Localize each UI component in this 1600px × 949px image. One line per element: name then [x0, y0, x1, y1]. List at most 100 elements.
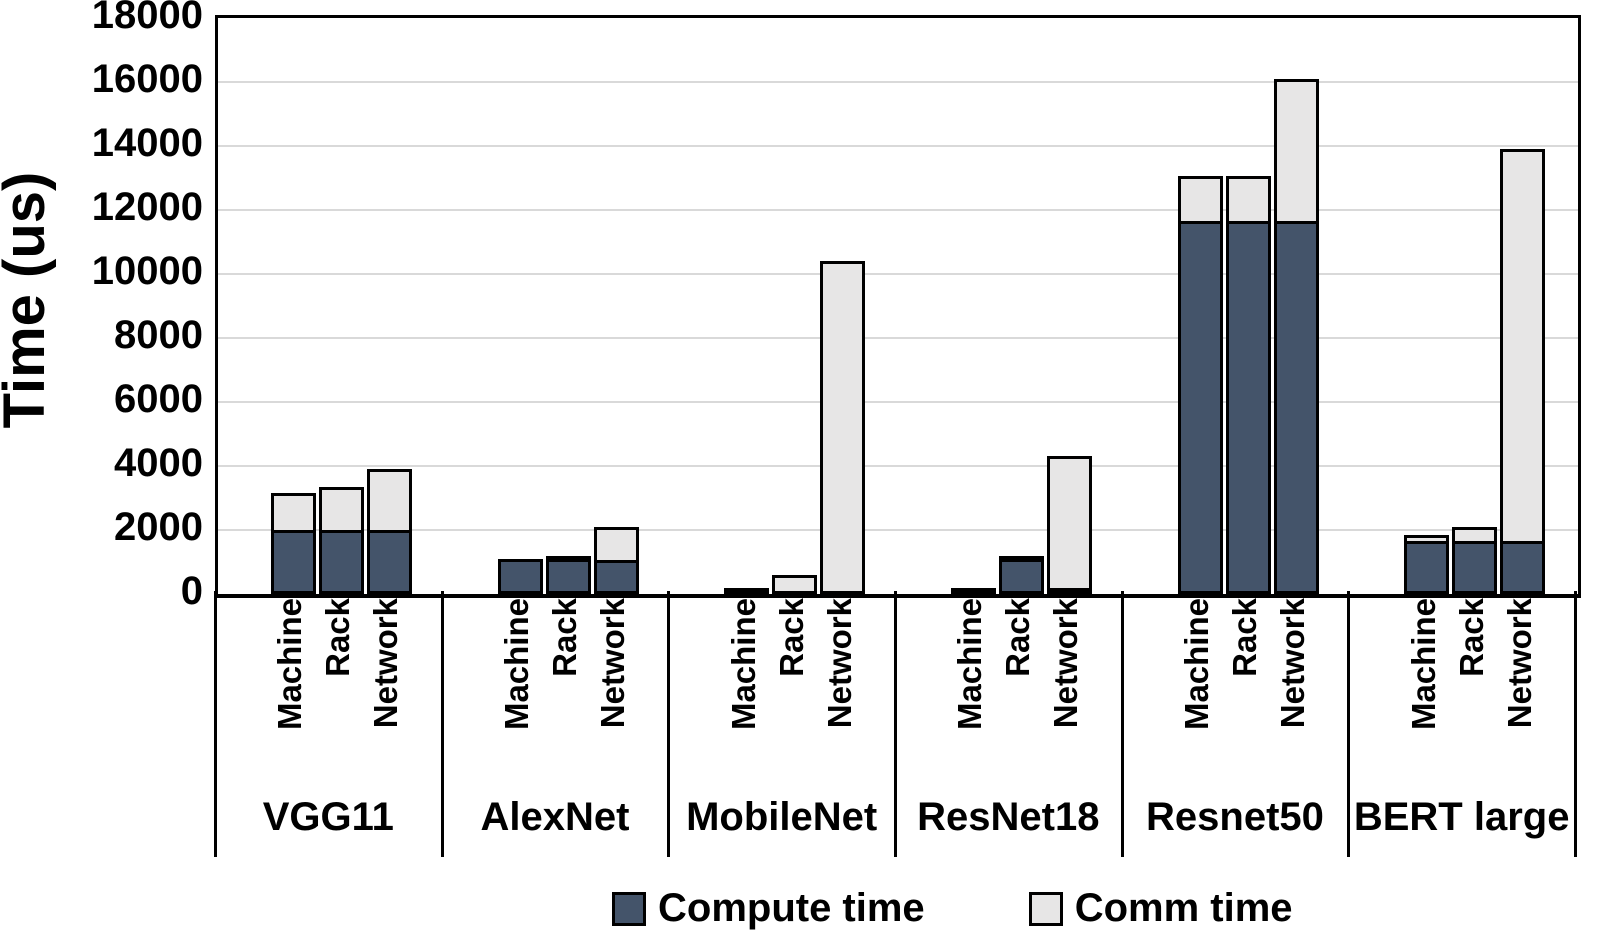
- y-tick-label: 8000: [114, 313, 203, 357]
- bar-segment-compute-time: [366, 530, 412, 594]
- y-tick-label: 14000: [91, 121, 203, 165]
- bar-segment-compute-time: [1177, 221, 1223, 594]
- y-tick-label: 10000: [91, 249, 203, 293]
- gridline: [218, 401, 1578, 403]
- group-label-resnet50: Resnet50: [1146, 795, 1324, 839]
- y-tick-label: 0: [180, 569, 203, 613]
- bar-segment-comm-time: [998, 555, 1044, 559]
- bar-segment-comm-time: [1046, 456, 1092, 588]
- bar-Resnet50-Rack: [1225, 176, 1271, 594]
- bar-segment-compute-time: [497, 558, 543, 594]
- y-tick-label: 18000: [91, 0, 203, 37]
- group-separator: [440, 591, 444, 857]
- bar-MobileNet-Rack: [772, 574, 818, 594]
- bar-segment-comm-time: [593, 526, 639, 561]
- group-label-alexnet: AlexNet: [480, 795, 630, 839]
- bar-segment-compute-time: [1273, 221, 1319, 594]
- x-sublabel-network: Network: [820, 598, 858, 729]
- group-label-bert-large: BERT large: [1353, 795, 1570, 839]
- bar-ResNet18-Network: [1046, 456, 1092, 594]
- bar-segment-compute-time: [545, 558, 591, 594]
- bar-BERT large-Network: [1500, 149, 1546, 594]
- x-sublabel-machine: Machine: [1178, 598, 1215, 731]
- y-tick-label: 4000: [114, 441, 203, 485]
- gridline: [218, 81, 1578, 83]
- legend: Compute time Comm time: [612, 886, 1293, 931]
- bar-segment-comm-time: [1404, 534, 1450, 542]
- group-label-mobilenet: MobileNet: [686, 795, 878, 839]
- bar-segment-compute-time: [724, 588, 770, 594]
- x-sublabel-rack: Rack: [772, 598, 810, 677]
- x-sublabel-machine: Machine: [724, 598, 762, 731]
- bar-segment-comm-time: [318, 486, 364, 530]
- bar-segment-compute-time: [950, 587, 996, 594]
- bar-ResNet18-Rack: [998, 555, 1044, 594]
- x-sublabel-network: Network: [1500, 598, 1538, 729]
- x-sublabel-machine: Machine: [498, 598, 535, 731]
- group-separator: [1120, 591, 1124, 857]
- legend-item-comm-time: Comm time: [1028, 886, 1293, 931]
- group-separator: [214, 591, 217, 857]
- legend-swatch-comm-time: [1028, 891, 1063, 926]
- bar-segment-compute-time: [998, 558, 1044, 594]
- gridline: [218, 337, 1578, 339]
- gridline: [218, 209, 1578, 211]
- group-separator: [1347, 591, 1351, 857]
- bar-segment-comm-time: [1452, 526, 1498, 542]
- x-sublabel-machine: Machine: [271, 598, 309, 731]
- bar-VGG11-Machine: [270, 493, 316, 594]
- bar-Resnet50-Network: [1273, 78, 1319, 594]
- bar-segment-compute-time: [1225, 221, 1271, 594]
- y-tick-label: 16000: [91, 57, 203, 101]
- bar-segment-comm-time: [545, 555, 591, 559]
- bar-segment-comm-time: [366, 469, 412, 530]
- legend-item-compute-time: Compute time: [612, 886, 925, 931]
- x-sublabel-network: Network: [594, 598, 631, 729]
- bar-MobileNet-Network: [820, 261, 866, 594]
- y-tick-label: 6000: [114, 377, 203, 421]
- bar-Resnet50-Machine: [1177, 176, 1223, 594]
- bar-BERT large-Rack: [1452, 526, 1498, 594]
- bar-VGG11-Rack: [318, 486, 364, 594]
- legend-label: Comm time: [1074, 886, 1293, 930]
- x-sublabel-machine: Machine: [951, 598, 989, 731]
- x-sublabel-rack: Rack: [319, 598, 357, 677]
- bar-segment-compute-time: [1500, 541, 1546, 594]
- group-separator: [894, 591, 897, 857]
- bar-segment-compute-time: [1404, 541, 1450, 594]
- x-sublabel-machine: Machine: [1404, 598, 1442, 731]
- bar-segment-compute-time: [318, 530, 364, 594]
- bar-segment-compute-time: [593, 560, 639, 594]
- x-sublabel-rack: Rack: [546, 598, 583, 677]
- bar-segment-comm-time: [820, 261, 866, 591]
- bar-segment-comm-time: [270, 493, 316, 530]
- gridline: [218, 465, 1578, 467]
- legend-label: Compute time: [658, 886, 925, 930]
- gridline: [218, 273, 1578, 275]
- group-separator: [1574, 591, 1577, 857]
- bar-segment-compute-time: [1452, 541, 1498, 594]
- bar-segment-comm-time: [772, 574, 818, 591]
- x-sublabel-network: Network: [367, 598, 405, 729]
- y-tick-label: 12000: [91, 185, 203, 229]
- group-label-resnet18: ResNet18: [917, 795, 1100, 839]
- group-label-vgg11: VGG11: [262, 795, 394, 839]
- bar-segment-comm-time: [1225, 176, 1271, 222]
- bar-AlexNet-Network: [593, 526, 639, 594]
- bar-AlexNet-Rack: [545, 555, 591, 594]
- bar-segment-comm-time: [1273, 78, 1319, 222]
- x-sublabel-network: Network: [1274, 598, 1311, 729]
- gridline: [218, 529, 1578, 531]
- bar-segment-comm-time: [1500, 149, 1546, 542]
- x-sublabel-rack: Rack: [1452, 598, 1490, 677]
- plot-area: [215, 15, 1581, 598]
- y-tick-label: 2000: [114, 505, 203, 549]
- bar-VGG11-Network: [366, 469, 412, 594]
- legend-swatch-compute-time: [612, 891, 646, 926]
- x-sublabel-rack: Rack: [1226, 598, 1263, 677]
- bar-segment-compute-time: [1046, 587, 1092, 594]
- bar-ResNet18-Machine: [950, 587, 996, 594]
- gridline: [218, 145, 1578, 147]
- x-sublabel-rack: Rack: [999, 598, 1037, 677]
